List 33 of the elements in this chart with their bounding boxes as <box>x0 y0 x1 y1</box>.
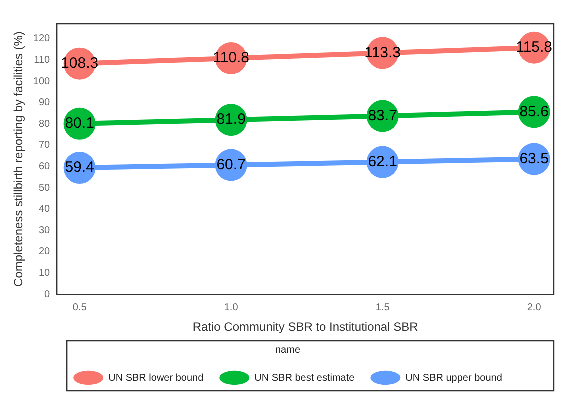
y-tick-label: 50 <box>38 182 51 194</box>
y-tick-label: 30 <box>38 225 51 236</box>
y-axis-title: Completeness stillbirth reporting by facilities (%) <box>12 32 26 288</box>
y-tick-label: 0 <box>44 289 51 300</box>
x-tick-label: 1.5 <box>376 302 390 314</box>
legend-label: UN SBR best estimate <box>254 372 356 384</box>
x-tick-label: 1.0 <box>224 302 239 314</box>
data-label: 62.1 <box>368 153 398 170</box>
data-label: 85.6 <box>520 103 549 120</box>
y-tick-label: 80 <box>38 118 51 130</box>
legend-label: UN SBR lower bound <box>108 372 204 384</box>
x-tick-label: 2.0 <box>527 302 542 314</box>
x-tick-label: 0.5 <box>72 302 88 314</box>
y-tick-label: 40 <box>38 204 51 216</box>
y-tick-label: 110 <box>34 54 51 66</box>
y-tick-label: 100 <box>33 76 51 88</box>
data-label: 81.9 <box>216 111 246 128</box>
data-label: 60.7 <box>216 156 246 174</box>
data-label: 110.8 <box>213 50 250 67</box>
y-tick-label: 90 <box>38 98 51 109</box>
y-tick-label: 10 <box>38 268 51 280</box>
legend-title: name <box>275 344 301 356</box>
data-label: 80.1 <box>65 115 94 132</box>
data-label: 59.4 <box>65 159 94 176</box>
y-tick-label: 120 <box>33 34 51 45</box>
y-tick-label: 60 <box>38 162 51 173</box>
data-label: 83.7 <box>368 107 398 124</box>
y-tick-label: 70 <box>38 140 51 152</box>
legend-label: UN SBR upper bound <box>406 372 502 384</box>
y-tick-label: 20 <box>38 246 51 258</box>
data-label: 113.3 <box>364 44 402 62</box>
data-label: 63.5 <box>520 150 549 168</box>
x-axis-title: Ratio Community SBR to Institutional SBR <box>192 320 419 334</box>
